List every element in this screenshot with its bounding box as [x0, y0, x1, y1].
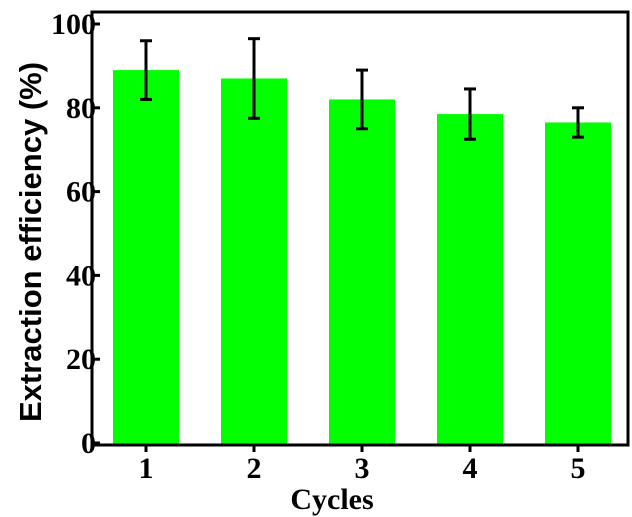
y-tick-label-0: 0	[81, 427, 96, 460]
y-axis-title: Extraction efficiency (%)	[13, 62, 48, 422]
y-tick-label-40: 40	[66, 259, 96, 292]
bars-group	[113, 70, 611, 445]
bar-3	[329, 99, 395, 445]
error-bar-2	[248, 37, 260, 120]
error-bar-3	[356, 68, 368, 131]
bar-1	[113, 70, 179, 444]
y-tick-label-80: 80	[66, 92, 96, 125]
bar-4	[437, 114, 503, 445]
x-tick-label-5: 5	[571, 452, 586, 485]
y-tick-label-60: 60	[66, 176, 96, 209]
y-tick-label-20: 20	[66, 343, 96, 376]
error-bar-1	[140, 39, 152, 101]
y-axis: 0 20 40 60 80 100	[51, 8, 100, 460]
plot-frame	[90, 10, 630, 447]
x-tick-label-3: 3	[355, 452, 370, 485]
x-axis-title: Cycles	[290, 483, 373, 516]
x-tick-label-1: 1	[139, 452, 154, 485]
error-bar-4	[464, 87, 476, 141]
bar-5	[545, 122, 611, 444]
x-axis: 1 2 3 4 5	[139, 445, 586, 485]
y-tick-label-100: 100	[51, 8, 96, 41]
x-tick-label-4: 4	[463, 452, 478, 485]
error-bars-group	[140, 37, 584, 141]
error-bar-5	[572, 106, 584, 139]
x-tick-label-2: 2	[247, 452, 262, 485]
bar-2	[221, 78, 287, 444]
